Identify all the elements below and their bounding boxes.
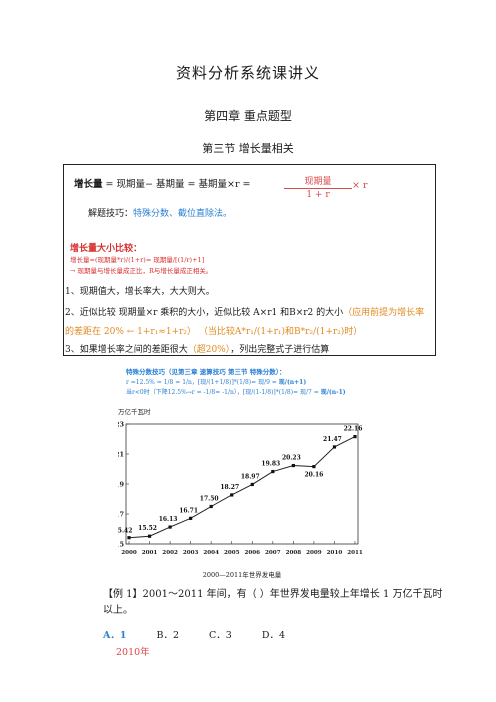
y-tick-label: 15 — [118, 541, 124, 549]
data-label: 22.16 — [344, 426, 363, 433]
point-3: 3、如果增长率之间的差距很大（超20%），列出完整式子进行估算 — [65, 342, 329, 355]
data-label: 21.47 — [323, 436, 342, 443]
data-point — [189, 516, 193, 520]
option-a: A．1 — [103, 630, 127, 641]
special-fraction-line-2: 当r<0时（下降12.5%→r = -1/8= -1/n），[现/(1-1/8)… — [126, 387, 346, 396]
compare-title: 增长量大小比较： — [70, 244, 143, 254]
x-tick-label: 2010 — [327, 550, 343, 556]
y-tick-label: 21 — [118, 451, 124, 459]
x-tick-label: 2005 — [224, 550, 240, 556]
data-point — [332, 445, 337, 449]
point-2-note: （当比较A*r₁/(1+r₁)和B*r₂/(1+r₂)时） — [198, 327, 363, 337]
note-3-result: 现/(n-1) — [320, 389, 346, 396]
answer-options: A．1 B．2 C．3 D．4 — [103, 627, 315, 641]
fraction-denominator: 1 + r — [306, 190, 330, 200]
special-fraction-title: 特殊分数技巧（见第三章 速算技巧 第三节 特殊分数）： — [126, 368, 286, 376]
example-question-line-1: 【例 1】2001～2011 年间，有（ ）年世界发电量较上年增长 1 万亿千瓦… — [103, 589, 443, 600]
point-3-end: ，列出完整式子进行估算 — [230, 345, 330, 355]
point-2-main: 2、近似比较 现期量×r 乘积的大小，近似比较 A×r1 和B×r2 的大小 — [65, 308, 344, 318]
tips-prefix: 解题技巧： — [88, 209, 134, 219]
data-label: 20.16 — [305, 472, 324, 479]
data-point — [168, 525, 172, 529]
data-point — [147, 534, 152, 538]
x-tick-label: 2009 — [306, 550, 322, 556]
data-label: 16.71 — [179, 507, 198, 514]
chapter-title: 第四章 重点题型 — [204, 109, 292, 123]
data-point — [291, 463, 295, 468]
x-tick-label: 2000 — [121, 550, 137, 556]
data-point — [312, 465, 316, 469]
x-tick-label: 2003 — [183, 550, 199, 556]
note-2-result: 现/(n+1) — [278, 379, 307, 386]
data-point — [127, 536, 131, 540]
data-point — [209, 504, 213, 509]
formula-label: 增长量 — [74, 179, 103, 190]
data-label: 15.42 — [118, 528, 132, 535]
example-question-line-2: 以上。 — [103, 605, 133, 616]
special-fraction-line-1: r =12.5% = 1/8 = 1/n，[现/(1+1/8)]*(1/8)= … — [126, 377, 306, 386]
tips-body: 特殊分数、截位直除法。 — [133, 209, 233, 219]
option-c: C．3 — [209, 630, 232, 641]
option-d: D．4 — [261, 630, 286, 641]
data-point — [230, 493, 234, 497]
year-note: 2010年 — [116, 647, 150, 658]
data-point — [250, 482, 254, 487]
y-tick-label: 17 — [118, 511, 124, 519]
y-tick-label: 23 — [118, 421, 124, 429]
data-label: 18.97 — [241, 473, 260, 480]
power-generation-chart: 万亿千瓦时 15 17 19 21 23 15.42 2000 15.52 2001 16.13 20… — [118, 407, 363, 579]
note-3-text: 当r<0时（下降12.5%→r = -1/8= -1/n），[现/(1-1/8)… — [126, 389, 321, 396]
point-1: 1、现期值大，增长率大，大大则大。 — [65, 287, 215, 297]
data-point — [271, 469, 275, 474]
data-label: 17.50 — [200, 496, 219, 503]
x-tick-label: 2006 — [244, 550, 260, 556]
data-label: 15.52 — [138, 525, 157, 532]
x-tick-label: 2004 — [203, 550, 219, 556]
data-label: 20.23 — [282, 455, 301, 462]
fraction-numerator: 现期量 — [284, 174, 352, 189]
data-label: 16.13 — [159, 516, 178, 523]
formula-fraction: 现期量 1 + r — [284, 174, 352, 200]
growth-formula: 增长量 = 现期量− 基期量 = 基期量×r = 现期量 1 + r × r — [74, 176, 368, 200]
formula-equation: = 现期量− 基期量 = 基期量×r = — [102, 179, 251, 190]
chart-caption: 2000—2011年世界发电量 — [203, 570, 282, 579]
point-3-main: 3、如果增长率之间的差距很大 — [65, 345, 188, 355]
y-axis-label: 万亿千瓦时 — [118, 407, 151, 416]
point-2-premise: （应用前提为增长率的差距在 20% ← 1+r₁≈1+r₂） — [65, 308, 425, 337]
series-line — [128, 436, 356, 539]
fraction-multiplier: × r — [352, 180, 368, 191]
compare-line-1: 增长量=(现期量*r)/(1+r)= 现期量/[(1/r)+1] — [70, 256, 205, 264]
x-tick-label: 2011 — [347, 550, 363, 556]
option-b: B．2 — [156, 630, 180, 641]
note-2-text: r =12.5% = 1/8 = 1/n，[现/(1+1/8)]*(1/8)= … — [126, 379, 279, 386]
x-tick-label: 2001 — [142, 550, 158, 556]
point-2: 2、近似比较 现期量×r 乘积的大小，近似比较 A×r1 和B×r2 的大小（应… — [65, 304, 431, 342]
x-tick-label: 2008 — [286, 550, 302, 556]
section-title: 第三节 增长量相关 — [202, 142, 294, 155]
point-3-range: （超20%） — [187, 345, 231, 355]
compare-line-2: → 现期量与增长量成正比，R与增长量成正相关。 — [70, 267, 213, 275]
data-label: 19.83 — [261, 461, 280, 468]
y-tick-label: 19 — [118, 481, 124, 489]
data-label: 18.27 — [220, 484, 239, 491]
document-title: 资料分析系统课讲义 — [175, 64, 320, 82]
data-point — [353, 435, 357, 439]
x-tick-label: 2007 — [265, 550, 281, 556]
summary-box — [63, 164, 436, 356]
x-tick-label: 2002 — [162, 550, 178, 556]
solving-tips: 解题技巧：特殊分数、截位直除法。 — [88, 206, 232, 219]
